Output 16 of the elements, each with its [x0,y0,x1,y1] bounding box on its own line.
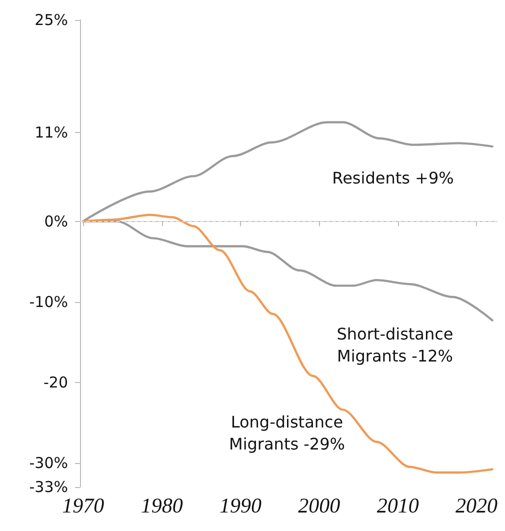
y-tick-label: -10% [29,292,68,311]
y-tick-label: 11% [34,124,68,142]
annotation: Short-distance Migrants -12% [336,324,454,366]
x-tick-label: 2020 [456,494,498,518]
x-tick-label: 2010 [376,494,420,518]
x-tick-label: 2000 [298,494,341,518]
y-tick-label: 0% [44,212,68,230]
annotation: Long-distance Migrants -29% [229,412,345,454]
y-tick-label: -20 [44,373,68,392]
annotation: Residents +9% [332,168,454,188]
x-tick-label: 1990 [220,494,262,518]
y-tick-label: -30% [29,454,68,472]
y-tick-label: 25% [34,11,68,29]
x-tick-label: 1970 [62,494,105,518]
x-tick-label: 1980 [140,494,184,518]
y-tick-label: -33% [29,478,68,496]
